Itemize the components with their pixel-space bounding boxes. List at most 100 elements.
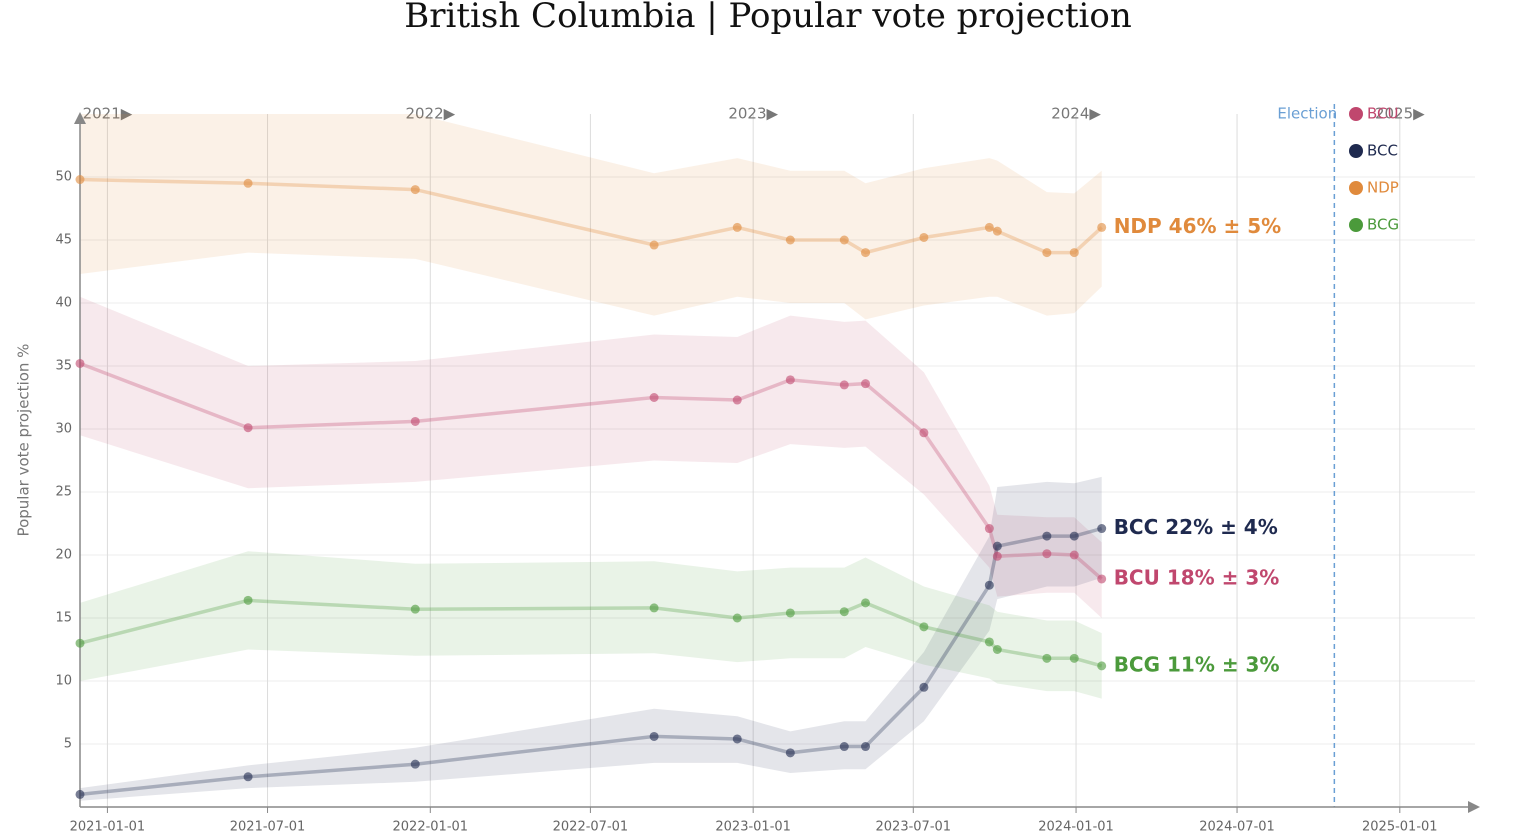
- data-point: [1097, 574, 1107, 584]
- confidence-band: [80, 551, 1102, 699]
- x-tick-label: 2023-01-01: [715, 820, 791, 835]
- data-point: [649, 240, 659, 250]
- data-point: [649, 393, 659, 402]
- series-line: [79, 361, 1103, 581]
- data-point: [992, 541, 1002, 551]
- grid: 2021▶ 2022▶ 2023▶ 2024▶ 2025▶ Election: [80, 104, 1475, 807]
- series-line: [79, 598, 1103, 668]
- data-point: [992, 551, 1002, 561]
- data-point: [243, 595, 253, 605]
- data-point: [1097, 524, 1107, 534]
- data-point: [410, 185, 420, 195]
- x-tick-label: 2022-01-01: [393, 820, 469, 835]
- y-tick-label: 20: [55, 548, 72, 563]
- data-point: [919, 622, 929, 632]
- data-point: [984, 580, 994, 590]
- legend-marker: [1349, 218, 1363, 232]
- data-point: [1042, 549, 1052, 559]
- end-label: NDP 46% ± 5%: [1114, 214, 1281, 238]
- data-point: [243, 772, 253, 782]
- y-tick-label: 10: [55, 674, 72, 689]
- x-tick-label: 2021-01-01: [70, 820, 146, 835]
- y-tick-label: 25: [55, 485, 72, 500]
- data-point: [1097, 661, 1107, 671]
- data-point: [919, 428, 929, 438]
- year-marker: 2023▶: [728, 105, 778, 123]
- x-tick-label: 2023-07-01: [876, 820, 952, 835]
- data-point: [732, 222, 742, 232]
- legend-label: NDP: [1367, 179, 1399, 197]
- y-tick-label: 30: [55, 422, 72, 437]
- x-tick-label: 2025-01-01: [1362, 820, 1438, 835]
- data-point: [1042, 653, 1052, 663]
- data-point: [1069, 248, 1079, 258]
- data-point: [410, 759, 420, 769]
- y-tick-label: 50: [55, 170, 72, 185]
- data-point: [732, 613, 742, 623]
- confidence-band: [80, 114, 1102, 320]
- data-point: [992, 226, 1002, 236]
- data-point: [984, 222, 994, 232]
- data-point: [75, 638, 85, 648]
- data-point: [1042, 248, 1052, 258]
- data-point: [861, 379, 871, 389]
- confidence-band: [80, 476, 1102, 801]
- y-tick-label: 5: [64, 737, 72, 752]
- axes: 5 10 15 20 25 30 35 40 45 50 2021-01-01 2021-07-01 2…: [55, 112, 1480, 835]
- data-point: [785, 608, 795, 618]
- data-point: [243, 423, 253, 433]
- data-point: [839, 742, 849, 752]
- data-point: [1097, 222, 1107, 232]
- x-tick-label: 2024-07-01: [1199, 820, 1275, 835]
- data-point: [984, 637, 994, 647]
- legend-marker: [1349, 107, 1363, 121]
- data-point: [1069, 653, 1079, 663]
- data-point: [410, 604, 420, 614]
- y-axis-label: Popular vote projection %: [15, 344, 33, 537]
- data-point: [732, 734, 742, 744]
- data-point: [649, 731, 659, 741]
- data-point: [1069, 550, 1079, 560]
- series-line: [79, 177, 1103, 255]
- data-point: [785, 748, 795, 758]
- end-label: BCC 22% ± 4%: [1114, 515, 1278, 539]
- data-point: [919, 232, 929, 242]
- end-label: BCU 18% ± 3%: [1114, 565, 1280, 589]
- data-point: [839, 235, 849, 245]
- legend-marker: [1349, 181, 1363, 195]
- y-tick-label: 45: [55, 233, 72, 248]
- data-point: [992, 645, 1002, 654]
- data-point: [839, 380, 849, 390]
- data-point: [1042, 531, 1052, 541]
- foreground: BCU 18% ± 3% BCU BCC 22% ± 4% BCC NDP 46% ± …: [75, 105, 1399, 799]
- legend-marker: [1349, 144, 1363, 158]
- chart-title: British Columbia | Popular vote projecti…: [404, 0, 1131, 36]
- series-line: [79, 526, 1103, 797]
- data-point: [75, 358, 85, 368]
- y-axis-arrow: [74, 112, 86, 124]
- data-point: [785, 375, 795, 385]
- data-point: [861, 742, 871, 752]
- year-marker: 2025▶: [1375, 105, 1425, 123]
- y-tick-label: 35: [55, 359, 72, 374]
- data-point: [75, 175, 85, 185]
- year-marker: 2021▶: [83, 105, 133, 123]
- data-point: [410, 416, 420, 426]
- data-point: [919, 682, 929, 692]
- data-point: [839, 607, 849, 617]
- confidence-band: [80, 296, 1102, 618]
- y-tick-label: 40: [55, 296, 72, 311]
- data-point: [861, 598, 871, 608]
- legend-label: BCC: [1367, 142, 1398, 160]
- data-point: [785, 235, 795, 245]
- data-point: [243, 178, 253, 188]
- year-marker: 2024▶: [1051, 105, 1101, 123]
- data-point: [732, 395, 742, 405]
- data-point: [75, 789, 85, 799]
- data-point: [984, 524, 994, 534]
- bands: [80, 114, 1102, 801]
- y-tick-label: 15: [55, 611, 72, 626]
- lines: [79, 177, 1103, 797]
- x-axis-arrow: [1468, 801, 1480, 813]
